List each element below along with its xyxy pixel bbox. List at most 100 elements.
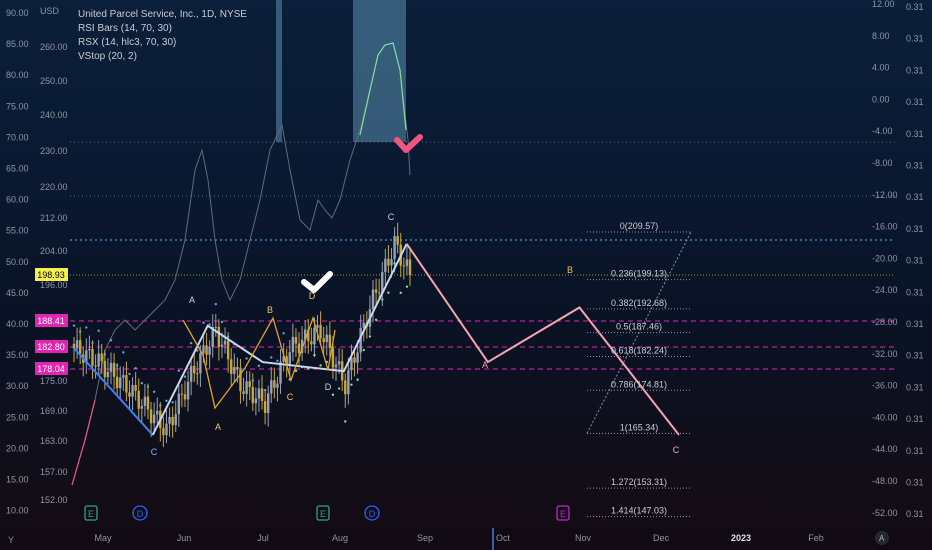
candle-body — [273, 380, 276, 388]
candle-body — [356, 352, 359, 363]
left-axis-tick: 85.00 — [6, 39, 29, 49]
right-axis-tick: 12.00 — [872, 0, 895, 9]
wave-label: A — [215, 422, 221, 432]
candle-body — [208, 347, 211, 355]
candle-body — [291, 336, 295, 353]
vstop-dot — [405, 285, 409, 288]
price-axis-tick: 212.00 — [40, 213, 68, 223]
event-marker-label: D — [137, 509, 144, 519]
timezone-button[interactable]: Y — [8, 535, 14, 545]
zigzag-series — [73, 243, 680, 436]
vstop-dot — [196, 349, 199, 352]
left-axis-outer: 90.00 85.00 80.00 75.00 70.00 65.00 60.00 55.00… — [6, 8, 29, 516]
left-axis-tick: 50.00 — [6, 257, 29, 267]
left-axis-tick: 15.00 — [6, 475, 29, 485]
currency-label: USD — [40, 6, 60, 16]
vstop-dot — [183, 375, 187, 378]
price-axis-tick: 250.00 — [40, 76, 68, 86]
vstop-dot — [202, 321, 205, 324]
wave-label: A — [189, 295, 195, 305]
price-axis-tick: 157.00 — [40, 467, 68, 477]
vstop-dot — [140, 382, 144, 385]
far-right-axis: 0.31 0.31 0.31 0.31 0.31 0.31 0.31 0.31 0.31 0.31… — [906, 2, 924, 519]
candle-body — [174, 414, 177, 426]
candle-body — [325, 334, 328, 343]
candle-body — [171, 417, 174, 426]
candle-body — [270, 380, 273, 394]
candle-body — [313, 327, 316, 345]
dividend-marker[interactable] — [364, 505, 380, 521]
candle-body — [282, 356, 285, 362]
candle-body — [374, 289, 378, 293]
candle-body — [128, 392, 131, 397]
indicator-vstop[interactable]: VStop (20, 2) — [78, 51, 137, 62]
candle-body — [331, 348, 335, 368]
event-marker-label: E — [88, 509, 94, 519]
wave-label: C — [287, 392, 294, 402]
wave-label: D — [325, 382, 332, 392]
price-tag-label: 178.04 — [37, 364, 65, 374]
left-axis-tick: 30.00 — [6, 381, 29, 391]
wave-label: B — [567, 265, 573, 275]
wave-label: B — [267, 305, 273, 315]
fib-level-label: 1(165.34) — [620, 422, 659, 432]
candle-body — [288, 352, 291, 364]
candle-body — [279, 361, 282, 384]
right-axis-tick: 0.00 — [872, 94, 890, 104]
candle-body — [251, 386, 254, 404]
time-axis-label: Jul — [257, 533, 269, 543]
price-axis-tick: 220.00 — [40, 182, 68, 192]
vstop-dot — [226, 335, 230, 338]
earnings-marker[interactable] — [84, 505, 98, 521]
vstop-dot — [128, 372, 131, 376]
vstop-dot — [72, 324, 76, 327]
left-axis-tick: 75.00 — [6, 101, 29, 111]
vstop-dot — [85, 326, 88, 329]
vstop-dot — [78, 330, 82, 333]
candle-body — [94, 365, 97, 367]
vstop-dot — [362, 348, 365, 352]
time-axis-label: Nov — [575, 533, 592, 543]
candle-body — [405, 259, 409, 266]
price-tag-label: 188.41 — [37, 316, 65, 326]
far-right-axis-tick: 0.31 — [906, 2, 924, 12]
vstop-dot — [263, 388, 267, 392]
candle-body — [125, 375, 128, 393]
candle-body — [88, 348, 91, 351]
earnings-marker[interactable] — [556, 505, 570, 521]
vstop-dot — [313, 353, 316, 357]
candle-body — [72, 343, 76, 349]
auto-scale-button[interactable] — [875, 531, 889, 545]
candle-body — [220, 344, 224, 347]
rsi-overbought-zone-2 — [353, 0, 406, 142]
vstop-dot — [103, 353, 107, 356]
candle-body — [387, 258, 390, 266]
candle-body — [408, 259, 412, 276]
candle-body — [390, 259, 393, 266]
vstop-dot — [350, 383, 353, 386]
candle-body — [236, 366, 239, 370]
right-axis-tick: 4.00 — [872, 63, 890, 73]
candle-body — [362, 322, 365, 328]
candle-body — [245, 381, 248, 394]
candlestick-series — [72, 222, 412, 448]
earnings-marker[interactable] — [316, 505, 330, 521]
indicator-rsi-bars[interactable]: RSI Bars (14, 70, 30) — [78, 23, 172, 34]
price-axis-tick: 230.00 — [40, 146, 68, 156]
vstop-dot — [393, 262, 396, 265]
candle-body — [276, 383, 279, 388]
candle-body — [140, 405, 144, 409]
wave-series — [182, 315, 336, 410]
fib-level-label: 0.382(192.68) — [611, 298, 667, 308]
dividend-marker[interactable] — [132, 505, 148, 521]
vstop-dot — [251, 379, 254, 382]
event-marker-label: E — [560, 509, 566, 519]
candle-body — [211, 326, 214, 348]
zigzag-leg-white — [151, 243, 408, 436]
indicator-rsx[interactable]: RSX (14, hlc3, 70, 30) — [78, 37, 177, 48]
fib-level-label: 0(209.57) — [620, 221, 659, 231]
candle-body — [180, 393, 184, 395]
right-axis-tick: 8.00 — [872, 31, 890, 41]
